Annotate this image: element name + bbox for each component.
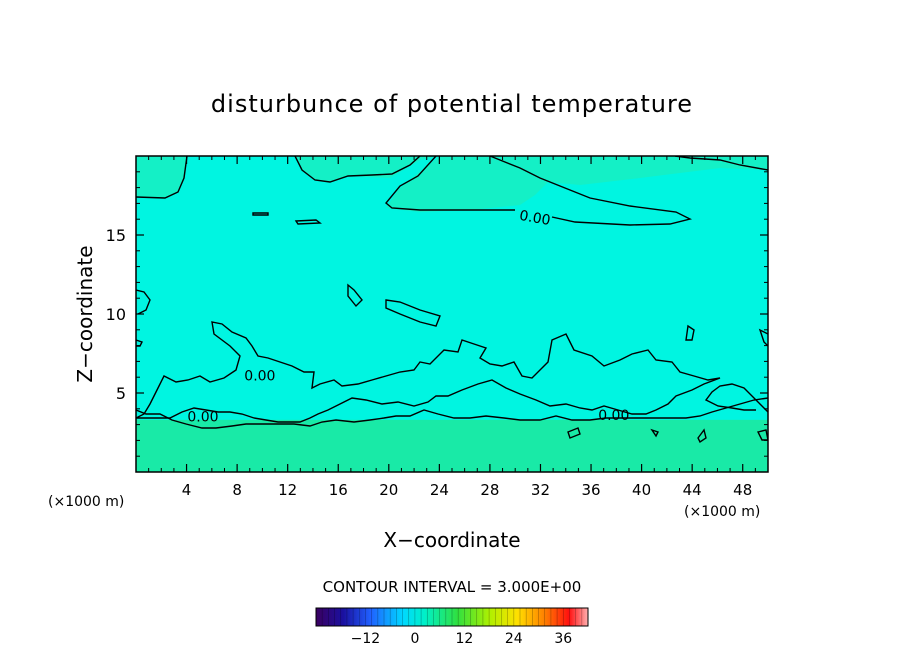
x-tick-label: 12 <box>278 481 297 499</box>
colorbar-tick-label: 12 <box>455 631 473 647</box>
upper-warm-band <box>136 156 440 198</box>
contour-top-right <box>674 156 768 171</box>
contour-low-1 <box>136 289 151 315</box>
x-tick-label: 4 <box>182 481 192 499</box>
chart-title: disturbunce of potential temperature <box>211 90 693 118</box>
contour-label: 0.00 <box>244 368 275 384</box>
contour-label: 0.00 <box>598 408 629 424</box>
colorbar-tick-label: −12 <box>351 631 381 647</box>
colorbar-tick-label: 0 <box>410 631 419 647</box>
contour-label: 0.00 <box>518 208 551 229</box>
contour-small-1 <box>252 212 269 216</box>
colorbar-tick-label: 36 <box>554 631 572 647</box>
x-tick-label: 32 <box>531 481 550 499</box>
contour-right-tip <box>758 328 768 347</box>
x-axis: 4 8 12 16 20 24 28 32 36 40 44 48 <box>148 156 756 499</box>
x-tick-label: 28 <box>480 481 499 499</box>
contour-label: 0.00 <box>187 409 218 425</box>
x-unit-right: (×1000 m) <box>684 504 760 520</box>
x-tick-label: 16 <box>329 481 348 499</box>
x-tick-label: 24 <box>430 481 449 499</box>
contour-top-left <box>136 156 188 199</box>
contour-small-3 <box>685 324 695 341</box>
y-axis-label: Z−coordinate <box>73 245 97 382</box>
contour-main-cloud <box>136 321 721 423</box>
contour-low-2 <box>347 283 363 308</box>
y-tick-label: 5 <box>116 384 126 403</box>
upper-right-band <box>386 156 768 212</box>
x-axis-label: X−coordinate <box>383 528 520 552</box>
x-tick-label: 48 <box>733 481 752 499</box>
contour-small-6 <box>697 428 707 444</box>
x-tick-label: 36 <box>581 481 600 499</box>
x-tick-label: 20 <box>379 481 398 499</box>
y-axis: 5 10 15 <box>106 171 768 457</box>
colorbar <box>315 607 589 627</box>
contour-labels: 0.00 0.00 0.00 0.00 <box>187 208 629 426</box>
contour-small-7 <box>756 429 768 441</box>
contour-small-2 <box>294 219 322 225</box>
x-tick-label: 40 <box>632 481 651 499</box>
contour-warm-tongue <box>385 156 693 226</box>
contour-lines <box>136 156 768 444</box>
contour-small-4 <box>567 427 581 439</box>
colorbar-ticks: −12 0 12 24 36 <box>351 631 573 647</box>
lower-warm-layer <box>136 419 768 472</box>
y-tick-label: 15 <box>106 226 126 245</box>
contour-small-5 <box>650 428 659 438</box>
colorbar-cells <box>321 608 583 626</box>
contour-top-mid <box>294 156 421 183</box>
y-tick-label: 10 <box>106 305 126 324</box>
colorbar-title: CONTOUR INTERVAL = 3.000E+00 <box>323 578 582 596</box>
x-tick-label: 44 <box>683 481 702 499</box>
x-tick-label: 8 <box>232 481 242 499</box>
colorbar-tick-label: 24 <box>505 631 523 647</box>
contour-right-cloud <box>704 383 768 413</box>
plot-area <box>136 156 768 472</box>
x-unit-left: (×1000 m) <box>48 494 124 510</box>
contour-low-3 <box>385 299 441 327</box>
contour-lower-boundary <box>136 397 768 429</box>
